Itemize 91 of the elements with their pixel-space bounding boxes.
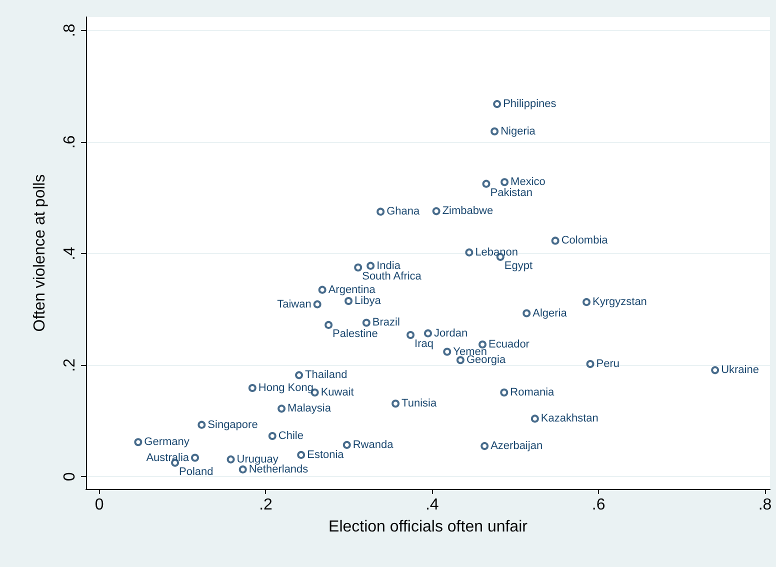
annotation: Iraq xyxy=(414,338,434,350)
point xyxy=(342,440,351,449)
point xyxy=(297,450,306,459)
annotation: Thailand xyxy=(305,369,348,382)
annotation: Pakistan xyxy=(490,186,532,199)
y-tick-label: 0 xyxy=(62,472,78,482)
point xyxy=(432,207,440,216)
x-tick-label: .6 xyxy=(592,496,606,514)
annotation: Hong Kong xyxy=(258,382,314,394)
annotation: Kyrgyzstan xyxy=(592,296,647,308)
annotation: South Africa xyxy=(362,270,422,283)
point xyxy=(248,384,256,392)
annotation: Azerbaijan xyxy=(490,440,543,452)
annotation: Philippines xyxy=(503,98,557,110)
annotation: Estonia xyxy=(307,448,345,461)
point xyxy=(582,298,591,306)
annotation: Germany xyxy=(144,436,190,448)
y-tick-label: .6 xyxy=(62,135,78,149)
point xyxy=(362,318,370,327)
annotation: Kuwait xyxy=(320,386,354,398)
annotation: Colombia xyxy=(561,234,609,247)
point xyxy=(480,442,489,450)
point xyxy=(493,100,502,108)
point xyxy=(530,414,539,423)
annotation: Algeria xyxy=(532,307,568,320)
y-axis-title: Often violence at polls xyxy=(32,174,48,332)
annotation: Ecuador xyxy=(488,338,530,350)
annotation: Malaysia xyxy=(288,402,332,415)
y-tick-label: .8 xyxy=(62,24,78,38)
annotation: Chile xyxy=(278,430,304,442)
point xyxy=(406,331,415,340)
annotation: Singapore xyxy=(208,418,258,431)
point xyxy=(443,348,452,356)
point xyxy=(238,465,247,474)
point xyxy=(324,320,333,329)
point xyxy=(366,262,375,270)
x-tick-label: .2 xyxy=(259,496,273,514)
annotation: Palestine xyxy=(332,328,378,340)
annotation: Mexico xyxy=(510,176,546,188)
point xyxy=(551,236,560,245)
annotation: Brazil xyxy=(372,316,400,329)
point xyxy=(191,454,200,462)
point xyxy=(318,286,326,294)
annotation: Tunisia xyxy=(402,398,438,410)
annotation: Ghana xyxy=(386,206,420,218)
annotation: Netherlands xyxy=(248,463,309,476)
x-axis-title: Election officials often unfair xyxy=(328,518,528,536)
x-tick-label: .8 xyxy=(758,496,772,514)
point xyxy=(522,309,531,318)
annotation: Jordan xyxy=(434,327,468,340)
annotation: Nigeria xyxy=(500,125,536,138)
annotation: Rwanda xyxy=(352,438,394,451)
point xyxy=(392,400,400,408)
annotation: India xyxy=(376,260,402,272)
point xyxy=(278,404,286,413)
point xyxy=(711,366,720,374)
annotation: Argentina xyxy=(328,284,376,296)
point xyxy=(268,432,276,440)
annotation: Georgia xyxy=(466,354,506,366)
point xyxy=(424,329,432,338)
point xyxy=(295,371,304,380)
point xyxy=(198,420,206,429)
annotation: Uruguay xyxy=(236,453,279,466)
point xyxy=(313,300,322,308)
point xyxy=(500,388,508,396)
point xyxy=(482,180,490,188)
x-tick-label: .4 xyxy=(425,496,439,514)
annotation: Zimbabwe xyxy=(442,205,494,218)
point xyxy=(354,264,362,272)
annotation: Egypt xyxy=(504,260,533,272)
x-tick-label: 0 xyxy=(94,496,104,514)
point xyxy=(344,296,353,305)
annotation: Australia xyxy=(146,452,190,464)
point xyxy=(465,248,474,256)
point xyxy=(134,438,142,446)
annotation: Libya xyxy=(354,294,382,307)
y-tick-label: .4 xyxy=(62,246,78,260)
annotation: Peru xyxy=(596,358,620,370)
annotation: Lebanon xyxy=(475,246,518,258)
annotation: Kazakhstan xyxy=(540,412,598,425)
y-tick-label: .2 xyxy=(62,358,78,372)
point xyxy=(586,360,594,368)
annotation: Taiwan xyxy=(277,298,312,310)
point xyxy=(490,127,499,136)
point xyxy=(456,356,464,364)
annotation: Poland xyxy=(179,466,214,478)
annotation: Ukraine xyxy=(721,364,759,376)
point xyxy=(226,455,235,464)
annotation: Romania xyxy=(510,386,556,398)
point xyxy=(376,208,385,216)
point xyxy=(500,178,509,186)
